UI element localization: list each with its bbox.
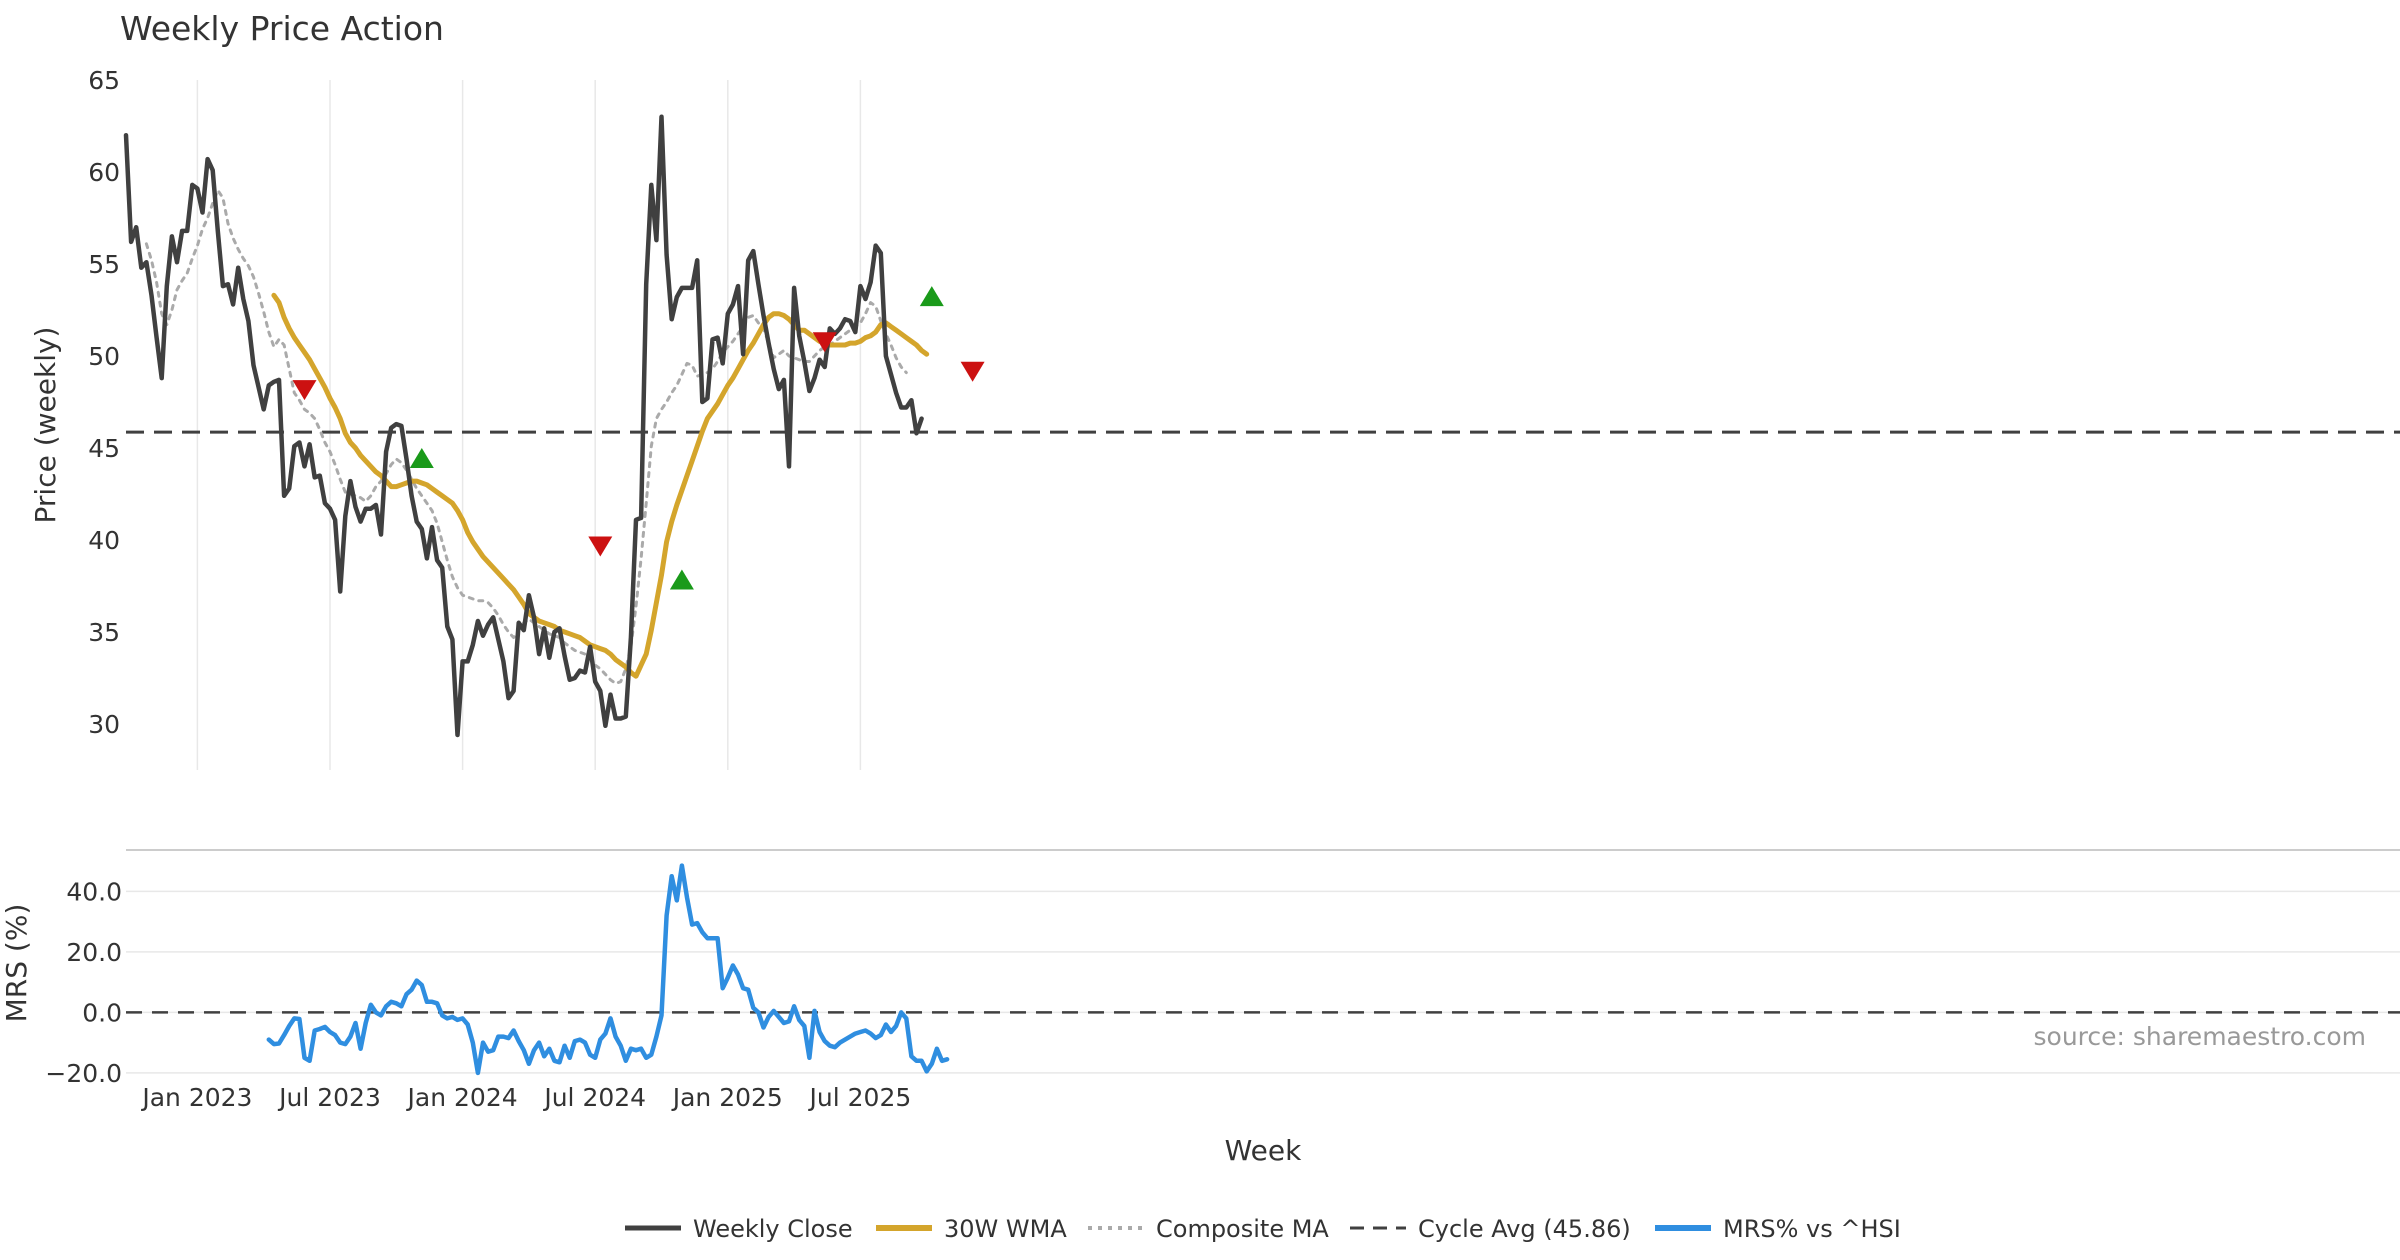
legend-label: Composite MA: [1156, 1215, 1329, 1243]
price-panel-gridlines: [196, 80, 862, 770]
buy-signal-marker: [669, 569, 694, 590]
price-y-tick-label: 65: [88, 66, 120, 95]
mrs-panel-y-axis-title: MRS (%): [0, 904, 33, 1023]
buy-signal-marker: [919, 286, 944, 307]
price-y-tick-label: 60: [88, 158, 120, 187]
sell-signal-marker: [588, 536, 613, 557]
price-panel-y-ticks: 30 35 40 45 50 55 60 65: [88, 66, 120, 739]
price-y-tick-label: 40: [88, 526, 120, 555]
price-y-tick-label: 55: [88, 250, 120, 279]
x-tick-label: Jul 2023: [277, 1083, 381, 1112]
x-tick-label: Jan 2024: [406, 1083, 518, 1112]
source-note: source: sharemaestro.com: [2034, 1022, 2367, 1051]
chart-title: Weekly Price Action: [120, 9, 444, 48]
x-tick-label: Jul 2025: [808, 1083, 912, 1112]
price-y-tick-label: 50: [88, 342, 120, 371]
buy-signal-marker: [409, 448, 434, 469]
price-panel-y-axis-title: Price (weekly): [29, 327, 62, 524]
x-axis-title: Week: [1225, 1134, 1302, 1167]
price-panel-series: [123, 114, 930, 738]
legend: Weekly Close 30W WMA Composite MA Cycle Avg…: [625, 1215, 1901, 1243]
legend-label: Cycle Avg (45.86): [1418, 1215, 1631, 1243]
x-tick-label: Jul 2024: [542, 1083, 646, 1112]
legend-label: Weekly Close: [693, 1215, 853, 1243]
mrs-panel-y-ticks: 40.0 20.0 0.0 −20.0: [45, 877, 122, 1088]
mrs-line: [266, 863, 950, 1076]
mrs-y-tick-label: 0.0: [82, 998, 122, 1027]
price-y-tick-label: 30: [88, 710, 120, 739]
mrs-y-tick-label: 20.0: [66, 938, 122, 967]
sell-signal-marker: [812, 332, 837, 353]
price-y-tick-label: 45: [88, 434, 120, 463]
price-y-tick-label: 35: [88, 618, 120, 647]
mrs-y-tick-label: 40.0: [66, 877, 122, 906]
signal-markers: [292, 286, 985, 590]
legend-label: 30W WMA: [944, 1215, 1067, 1243]
weekly-close-line: [123, 114, 924, 738]
sell-signal-marker: [292, 380, 317, 401]
legend-label: MRS% vs ^HSI: [1723, 1215, 1901, 1243]
x-tick-label: Jan 2025: [671, 1083, 783, 1112]
sell-signal-marker: [960, 361, 985, 382]
x-tick-label: Jan 2023: [140, 1083, 252, 1112]
mrs-panel-series: [266, 863, 950, 1076]
mrs-y-tick-label: −20.0: [45, 1059, 122, 1088]
x-axis-ticks: Jan 2023 Jul 2023 Jan 2024 Jul 2024 Jan 2025…: [140, 1083, 911, 1112]
